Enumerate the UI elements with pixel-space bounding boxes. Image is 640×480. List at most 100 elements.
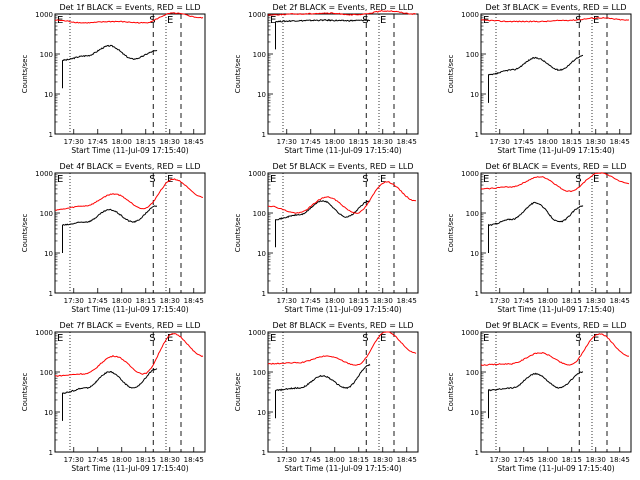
panel-det-5: Det 5f BLACK = Events, RED = LLD 1 10 100 10… bbox=[234, 162, 419, 314]
x-tick-label: 18:45 bbox=[397, 456, 417, 464]
y-tick-label: 10 bbox=[44, 250, 53, 258]
y-tick-label: 1 bbox=[475, 131, 479, 139]
y-tick-label: 100 bbox=[253, 51, 266, 59]
x-tick-label: 18:00 bbox=[538, 138, 558, 146]
panel-title: Det 8f BLACK = Events, RED = LLD bbox=[272, 321, 413, 330]
x-tick-label: 18:00 bbox=[325, 138, 345, 146]
lld-series-line bbox=[54, 333, 204, 377]
x-tick-label: 17:45 bbox=[301, 138, 321, 146]
marker-label: S bbox=[362, 174, 368, 185]
x-tick-label: 17:30 bbox=[490, 297, 510, 305]
x-tick-label: 18:30 bbox=[373, 297, 393, 305]
marker-label: E bbox=[167, 15, 173, 26]
x-tick-label: 18:45 bbox=[184, 138, 204, 146]
x-tick-label: 18:15 bbox=[136, 297, 156, 305]
x-tick-label: 18:15 bbox=[349, 297, 369, 305]
x-axis-label: Start Time (11-Jul-09 17:15:40) bbox=[497, 305, 614, 314]
y-tick-label: 1 bbox=[262, 131, 266, 139]
x-axis-label: Start Time (11-Jul-09 17:15:40) bbox=[71, 305, 188, 314]
x-tick-label: 17:30 bbox=[64, 297, 84, 305]
x-tick-label: 18:00 bbox=[538, 297, 558, 305]
marker-label: S bbox=[575, 333, 581, 344]
y-axis-label: Counts/sec bbox=[234, 214, 242, 253]
panel-title: Det 3f BLACK = Events, RED = LLD bbox=[485, 3, 626, 12]
plot-frame bbox=[480, 13, 632, 135]
x-axis-label: Start Time (11-Jul-09 17:15:40) bbox=[497, 464, 614, 473]
marker-label: S bbox=[362, 333, 368, 344]
x-tick-label: 17:30 bbox=[64, 456, 84, 464]
x-tick-label: 18:15 bbox=[562, 138, 582, 146]
x-tick-label: 18:00 bbox=[325, 297, 345, 305]
panel-det-6: Det 6f BLACK = Events, RED = LLD 1 10 100 10… bbox=[447, 162, 632, 314]
marker-label: S bbox=[575, 15, 581, 26]
x-tick-label: 18:30 bbox=[586, 456, 606, 464]
lld-series-line bbox=[480, 17, 630, 23]
y-tick-label: 10 bbox=[470, 91, 479, 99]
y-axis-label: Counts/sec bbox=[21, 373, 29, 412]
x-axis-label: Start Time (11-Jul-09 17:15:40) bbox=[71, 146, 188, 155]
y-tick-label: 1000 bbox=[461, 11, 479, 19]
y-tick-label: 100 bbox=[40, 369, 53, 377]
marker-label: E bbox=[167, 333, 173, 344]
x-tick-label: 17:45 bbox=[301, 297, 321, 305]
marker-label: S bbox=[575, 174, 581, 185]
y-tick-label: 10 bbox=[257, 91, 266, 99]
x-tick-label: 18:30 bbox=[160, 297, 180, 305]
x-tick-label: 18:00 bbox=[112, 297, 132, 305]
y-tick-label: 1 bbox=[262, 290, 266, 298]
y-tick-label: 10 bbox=[470, 250, 479, 258]
x-axis-label: Start Time (11-Jul-09 17:15:40) bbox=[71, 464, 188, 473]
x-tick-label: 17:30 bbox=[277, 297, 297, 305]
marker-label: E bbox=[380, 333, 386, 344]
marker-label: E bbox=[270, 174, 276, 185]
y-tick-label: 100 bbox=[466, 51, 479, 59]
x-tick-label: 18:45 bbox=[397, 297, 417, 305]
y-tick-label: 10 bbox=[470, 409, 479, 417]
x-tick-label: 18:15 bbox=[562, 297, 582, 305]
events-series-line bbox=[62, 205, 158, 253]
marker-label: S bbox=[149, 15, 155, 26]
x-tick-label: 18:45 bbox=[184, 456, 204, 464]
x-axis-label: Start Time (11-Jul-09 17:15:40) bbox=[284, 305, 401, 314]
events-series-line bbox=[275, 363, 371, 419]
x-tick-label: 18:15 bbox=[562, 456, 582, 464]
x-tick-label: 17:30 bbox=[490, 138, 510, 146]
plot-frame bbox=[480, 172, 632, 294]
x-tick-label: 18:30 bbox=[373, 456, 393, 464]
plot-frame bbox=[54, 13, 206, 135]
marker-label: S bbox=[149, 333, 155, 344]
y-tick-label: 100 bbox=[40, 210, 53, 218]
y-axis-label: Counts/sec bbox=[447, 214, 455, 253]
lld-series-line bbox=[268, 181, 417, 214]
plot-frame bbox=[54, 331, 206, 453]
marker-label: E bbox=[593, 15, 599, 26]
x-tick-label: 17:45 bbox=[301, 456, 321, 464]
marker-label: E bbox=[57, 333, 63, 344]
y-tick-label: 1000 bbox=[35, 11, 53, 19]
x-tick-label: 18:00 bbox=[112, 138, 132, 146]
y-axis-label: Counts/sec bbox=[234, 373, 242, 412]
panel-title: Det 6f BLACK = Events, RED = LLD bbox=[485, 162, 626, 171]
y-tick-label: 1 bbox=[475, 449, 479, 457]
x-tick-label: 18:45 bbox=[610, 297, 630, 305]
panel-title: Det 4f BLACK = Events, RED = LLD bbox=[59, 162, 200, 171]
events-series-line bbox=[488, 54, 584, 103]
x-tick-label: 17:45 bbox=[88, 138, 108, 146]
y-tick-label: 1000 bbox=[35, 329, 53, 337]
x-tick-label: 17:45 bbox=[88, 456, 108, 464]
x-tick-label: 18:45 bbox=[397, 138, 417, 146]
y-tick-label: 1000 bbox=[248, 11, 266, 19]
panel-title: Det 7f BLACK = Events, RED = LLD bbox=[59, 321, 200, 330]
y-tick-label: 1000 bbox=[461, 170, 479, 178]
lld-series-line bbox=[267, 10, 417, 16]
x-tick-label: 18:15 bbox=[349, 138, 369, 146]
marker-label: E bbox=[270, 15, 276, 26]
x-tick-label: 18:15 bbox=[349, 456, 369, 464]
marker-label: E bbox=[380, 174, 386, 185]
x-tick-label: 17:30 bbox=[277, 456, 297, 464]
plot-frame bbox=[54, 172, 206, 294]
y-tick-label: 100 bbox=[466, 210, 479, 218]
lld-series-line bbox=[480, 333, 630, 366]
y-tick-label: 1000 bbox=[461, 329, 479, 337]
events-series-line bbox=[275, 200, 371, 248]
